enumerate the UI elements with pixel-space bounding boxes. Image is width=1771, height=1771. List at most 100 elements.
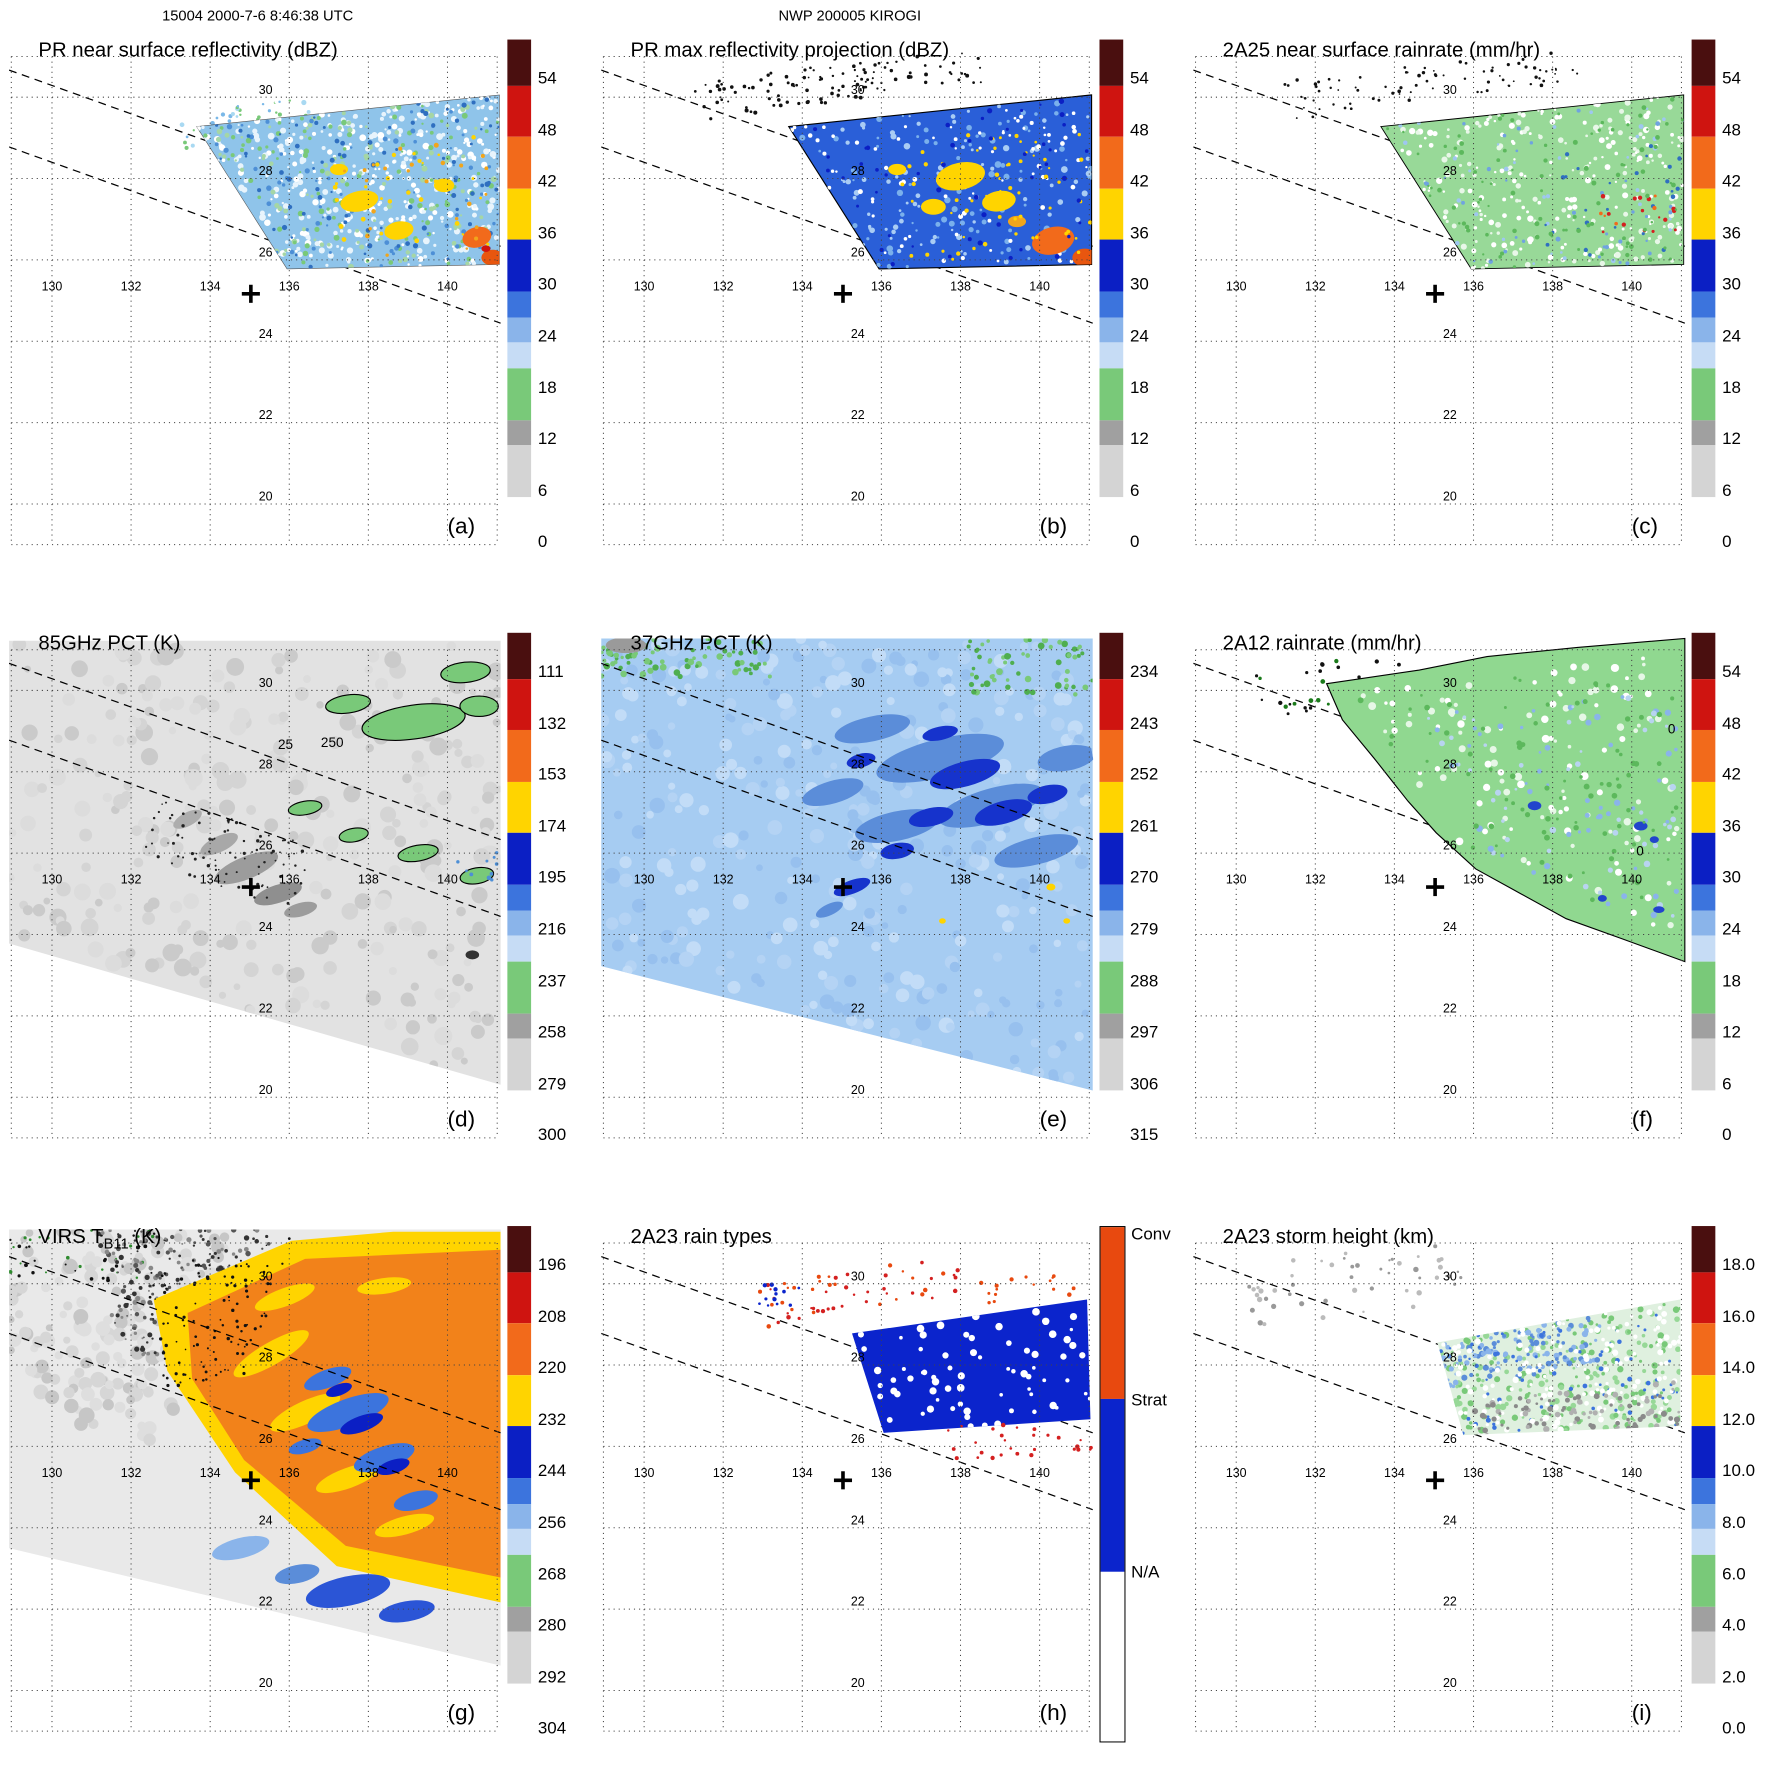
panel-letter: (d) [447,1107,475,1132]
lon-tick-label: 130 [42,279,63,293]
lat-tick-label: 30 [1443,1269,1457,1283]
latlon-grid [602,649,1090,1139]
axis-labels: 130 132 134 136 138 140 30 28 26 24 22 20 [1226,83,1642,504]
lat-tick-label: 26 [259,1432,273,1446]
colorbar-segment [1100,1399,1125,1572]
colorbar-segment [1099,1090,1124,1147]
colorbar-segment [1099,679,1124,731]
map-panel-a: 130 132 134 136 138 140 30 28 26 24 22 20 PR near su… [9,40,501,546]
colorbar-segment [1691,632,1716,680]
colorbar-tick-label: 6 [1722,481,1732,501]
colorbar-segment [507,1503,532,1530]
contour-label: 0 [1668,721,1676,736]
lon-tick-label: 130 [634,873,655,887]
swath-edge-dashes [601,662,1093,918]
lon-tick-label: 140 [437,1466,458,1480]
lon-tick-label: 136 [279,279,300,293]
colorbar-tick-label: 30 [1130,275,1149,295]
lon-tick-label: 138 [950,279,971,293]
colorbar-tick-label: 297 [1130,1022,1159,1043]
colorbar-tick-label: 12.0 [1722,1410,1756,1430]
colorbar-f: 54 48 42 36 30 24 18 12 6 0 [1691,632,1741,1147]
colorbar-tick-label: 195 [537,868,567,888]
panel-letter: (g) [447,1700,475,1725]
storm-center-marker [833,878,853,897]
lon-tick-label: 132 [121,279,142,293]
colorbar-g: 196 208 220 232 244 256 268 280 292 304 [507,1226,566,1741]
colorbar-tick-label: 30 [1722,275,1741,295]
colorbar-tick-label: 54 [537,68,557,89]
colorbar-segment [1691,1323,1716,1376]
colorbar-segment [507,291,532,318]
lon-tick-label: 134 [200,1466,221,1480]
colorbar-segment [1691,1272,1716,1324]
lat-tick-label: 24 [259,920,273,934]
data-swath [1283,51,1685,270]
lat-tick-label: 22 [851,1001,865,1015]
colorbar-tick-label: 304 [537,1719,567,1739]
lat-tick-label: 26 [1443,246,1457,260]
colorbar-segment [1099,445,1124,498]
colorbar-segment [1691,1090,1716,1147]
colorbar-segment [1099,137,1124,189]
colorbar-segment [507,445,532,498]
lat-tick-label: 22 [1443,408,1457,422]
lon-tick-label: 130 [634,279,655,293]
lat-tick-label: 20 [1443,490,1457,504]
lon-tick-label: 134 [1384,279,1405,293]
lon-tick-label: 130 [42,1466,63,1480]
colorbar-tick-label: 24 [1722,326,1741,346]
lat-tick-label: 20 [851,1083,865,1097]
colorbar-tick-label: 174 [537,816,567,836]
map-panel-i: 130 132 134 136 138 140 30 28 26 24 22 20 2A23 storm… [1193,1226,1686,1732]
lat-tick-label: 22 [1443,1001,1457,1015]
colorbar-segment [1691,910,1716,937]
colorbar-segment [507,1632,532,1684]
colorbar-tick-label: 42 [1722,765,1741,785]
colorbar-segment [1691,833,1716,885]
lon-tick-label: 130 [1226,1466,1247,1480]
swath-edge-dashes [9,662,501,918]
data-swath [601,638,1096,1091]
colorbar-tick-label: 315 [1130,1125,1159,1146]
colorbar-segment [507,497,532,554]
colorbar-tick-label: 48 [1130,120,1149,140]
colorbar-tick-label: 30 [1722,868,1741,888]
colorbar-tick-label: 4.0 [1722,1616,1746,1636]
colorbar-segment [1691,1226,1716,1273]
colorbar-tick-label: 12 [1722,429,1741,449]
colorbar-tick-label: 243 [1130,713,1159,733]
colorbar-tick-label: 196 [537,1255,567,1275]
colorbar-e: 234 243 252 261 270 279 288 297 306 315 [1099,632,1158,1147]
colorbar-segment [1691,342,1716,369]
lat-tick-label: 28 [1443,164,1457,178]
colorbar-segment [507,884,532,911]
colorbar-c: 54 48 42 36 30 24 18 12 6 0 [1691,39,1741,554]
contour-label: 250 [321,735,344,750]
lon-tick-label: 136 [279,1466,300,1480]
colorbar-segment [1099,39,1124,86]
lon-tick-label: 140 [437,279,458,293]
colorbar-h: Conv Strat N/A [1099,1225,1171,1743]
colorbar-tick-label: 24 [1722,919,1741,940]
colorbar-segment [507,188,532,241]
panel-title: 85GHz PCT (K) [38,633,180,655]
map-panel-e: 130 132 134 136 138 140 30 28 26 24 22 20 37GHz PCT … [601,633,1096,1139]
colorbar-segment [1691,1606,1716,1633]
colorbar-tick-label: 6 [1130,481,1140,501]
colorbar-segment [1099,632,1124,680]
latlon-grid [10,649,498,1139]
data-swath: 25 250 [9,640,501,1085]
colorbar-tick-label: 270 [1130,868,1159,888]
lat-tick-label: 30 [851,83,865,97]
lat-tick-label: 30 [259,1269,273,1283]
lon-tick-label: 136 [1463,873,1484,887]
colorbar-segment [1691,240,1716,292]
lat-tick-label: 28 [851,757,865,771]
colorbar-segment [507,39,532,86]
lat-tick-label: 20 [851,490,865,504]
colorbar-segment [1691,1426,1716,1478]
colorbar-segment [507,1375,532,1427]
colorbar-segment [1691,1038,1716,1091]
lat-tick-label: 24 [259,1513,273,1527]
